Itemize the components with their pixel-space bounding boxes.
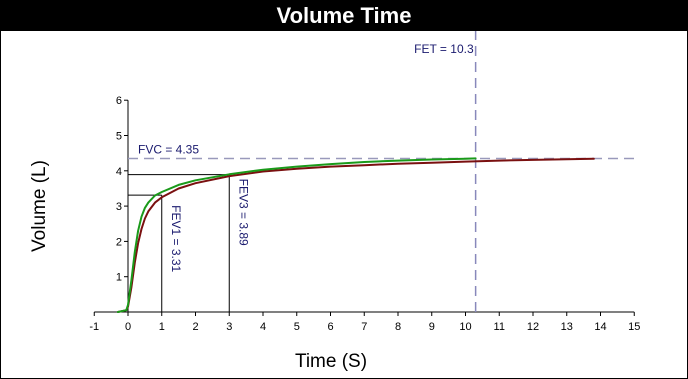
series-line-2 <box>116 157 477 313</box>
x-tick-label: 7 <box>361 321 367 333</box>
x-tick-label: 6 <box>327 321 333 333</box>
y-tick-label: 6 <box>116 95 122 107</box>
x-ticks: -1 0 1 2 3 4 5 6 7 8 9 10 11 12 13 14 15 <box>89 312 640 333</box>
x-tick-label: 10 <box>459 321 471 333</box>
x-axis-title: Time (S) <box>295 351 367 372</box>
x-tick-label: 0 <box>125 321 131 333</box>
fet-label: FET = 10.3 <box>414 42 474 56</box>
y-tick-label: 5 <box>116 131 122 143</box>
y-tick-label: 1 <box>116 272 122 284</box>
x-tick-label: 5 <box>294 321 300 333</box>
annotations: FVC = 4.35 FET = 10.3 FEV1 = 3.31 FEV3 =… <box>138 42 474 273</box>
x-tick-label: 1 <box>159 321 165 333</box>
reference-lines <box>128 31 635 312</box>
series-group <box>116 157 595 313</box>
x-tick-label: 3 <box>226 321 232 333</box>
x-tick-label: 15 <box>628 321 640 333</box>
x-tick-label: -1 <box>89 321 99 333</box>
x-tick-label: 11 <box>494 321 505 333</box>
x-tick-label: 12 <box>527 321 539 333</box>
y-tick-label: 4 <box>116 166 122 178</box>
fev3-label: FEV3 = 3.89 <box>236 179 250 246</box>
x-tick-label: 9 <box>429 321 435 333</box>
y-axis-title: Volume (L) <box>29 160 50 252</box>
y-tick-label: 2 <box>116 236 122 248</box>
y-tick-label: 3 <box>116 201 122 213</box>
series-line-1 <box>116 157 595 313</box>
fev1-label: FEV1 = 3.31 <box>169 205 183 272</box>
y-ticks: 1 2 3 4 5 6 <box>116 95 128 284</box>
x-tick-label: 4 <box>260 321 266 333</box>
fvc-label: FVC = 4.35 <box>138 142 199 156</box>
x-tick-label: 13 <box>561 321 573 333</box>
x-tick-label: 2 <box>192 321 198 333</box>
x-tick-label: 14 <box>594 321 606 333</box>
chart-title: Volume Time <box>1 1 687 31</box>
x-tick-label: 8 <box>395 321 401 333</box>
